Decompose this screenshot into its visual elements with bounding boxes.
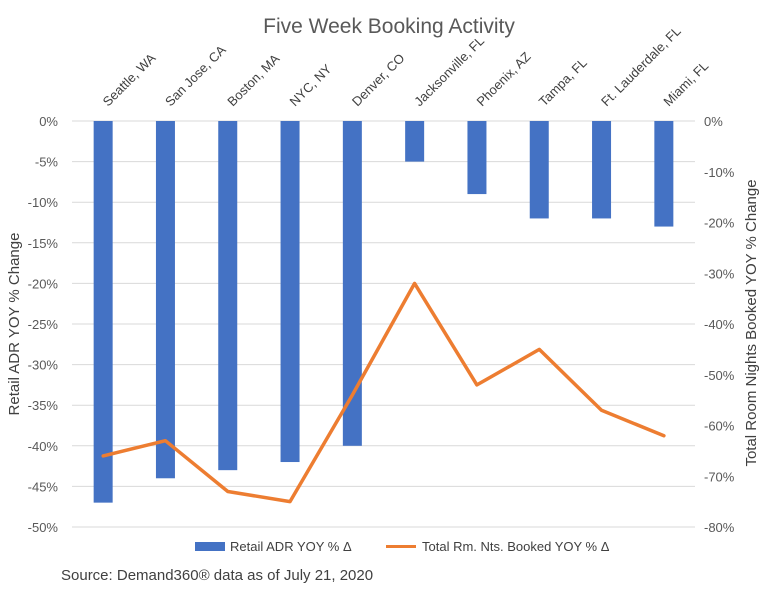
y-axis-label-left: Retail ADR YOY % Change [6, 233, 23, 416]
y-tick-label-left: 0% [39, 114, 58, 129]
y-tick-label-right: -50% [704, 368, 735, 383]
y-tick-label-right: -20% [704, 216, 735, 231]
left-axis: 0% -5% -10% -15% -20% -25% -30% -35% -40% -45% -50… [28, 114, 59, 535]
bar [654, 121, 674, 227]
bar [592, 121, 612, 219]
bar [467, 121, 487, 195]
y-tick-label-left: -30% [28, 358, 59, 373]
series-line [101, 281, 666, 504]
line-series [101, 281, 666, 504]
y-tick-label-right: -30% [704, 266, 735, 281]
y-tick-label-right: -10% [704, 165, 735, 180]
legend: Retail ADR YOY % Δ Total Rm. Nts. Booked… [195, 539, 610, 554]
y-tick-label-left: -15% [28, 236, 59, 251]
category-label: Boston, MA [224, 51, 282, 109]
bar [218, 121, 238, 471]
category-label: San Jose, CA [162, 42, 229, 109]
y-tick-label-right: -80% [704, 520, 735, 535]
chart-title: Five Week Booking Activity [263, 15, 515, 38]
y-tick-label-left: -40% [28, 439, 59, 454]
y-tick-label-left: -45% [28, 479, 59, 494]
bar-series [93, 121, 674, 503]
y-tick-label-left: -10% [28, 195, 59, 210]
y-tick-label-left: -20% [28, 276, 59, 291]
y-tick-label-left: -25% [28, 317, 59, 332]
category-label: Tampa, FL [536, 55, 590, 109]
y-tick-label-left: -50% [28, 520, 59, 535]
bar [342, 121, 362, 446]
y-tick-label-right: -60% [704, 419, 735, 434]
category-label: Seattle, WA [100, 50, 159, 109]
bar [280, 121, 300, 463]
category-label: NYC, NY [287, 61, 335, 109]
gridlines [72, 120, 695, 528]
bar [93, 121, 113, 503]
bar [405, 121, 425, 162]
right-axis: 0% -10% -20% -30% -40% -50% -60% -70% -80% [704, 114, 735, 535]
y-tick-label-right: -40% [704, 317, 735, 332]
category-label: Phoenix, AZ [473, 49, 533, 109]
y-tick-label-right: 0% [704, 114, 723, 129]
y-axis-label-right: Total Room Nights Booked YOY % Change [743, 179, 760, 466]
y-tick-label-left: -35% [28, 398, 59, 413]
category-label: Miami, FL [660, 58, 711, 109]
legend-label-line: Total Rm. Nts. Booked YOY % Δ [422, 539, 610, 554]
y-tick-label-right: -70% [704, 469, 735, 484]
bar [155, 121, 175, 479]
category-label: Denver, CO [349, 50, 408, 109]
source-note: Source: Demand360® data as of July 21, 2… [61, 567, 373, 584]
legend-label-bar: Retail ADR YOY % Δ [230, 539, 352, 554]
bar [529, 121, 549, 219]
y-tick-label-left: -5% [35, 155, 59, 170]
legend-swatch-bar [195, 542, 225, 551]
